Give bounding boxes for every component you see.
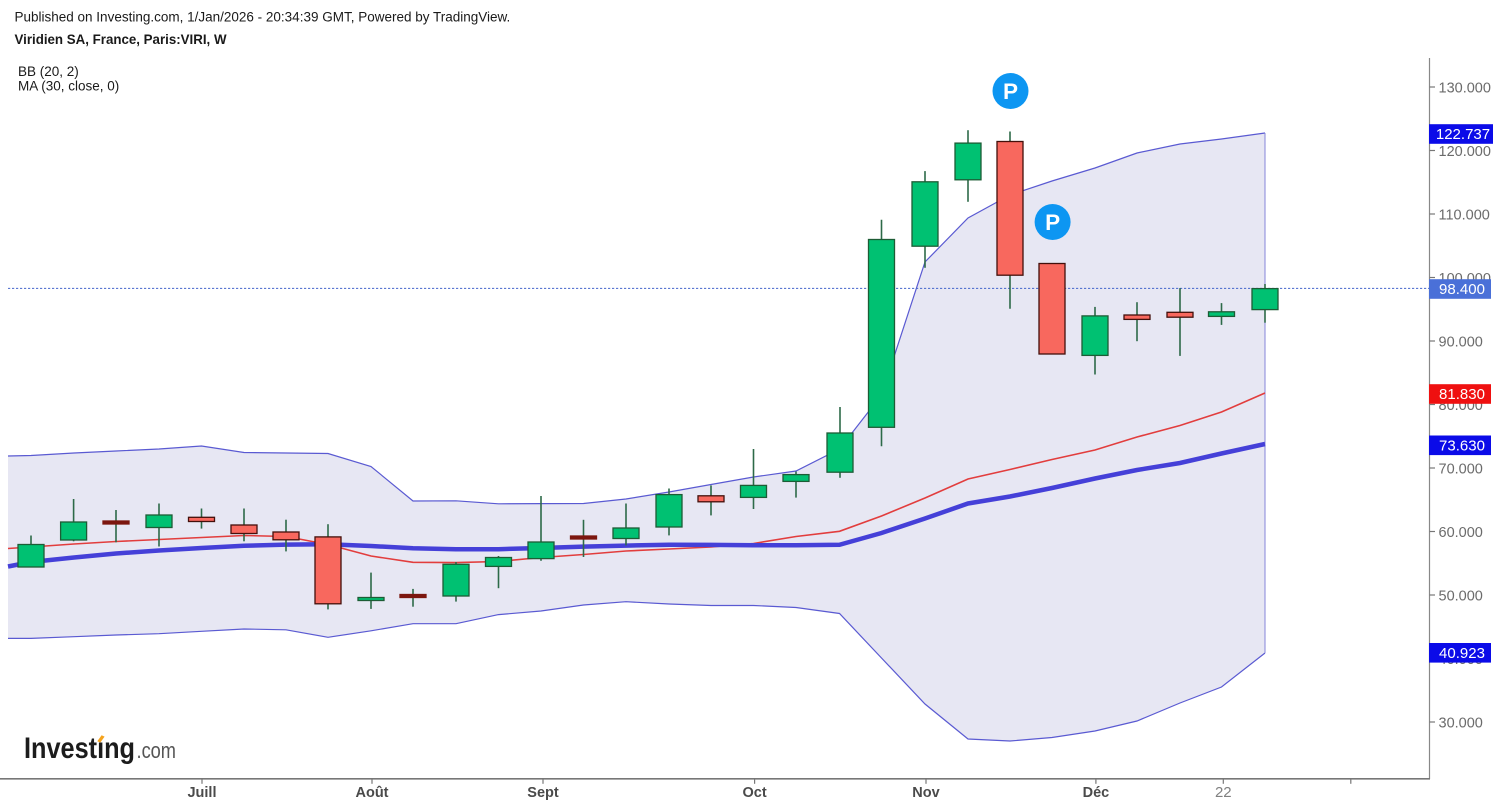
svg-text:BB (20, 2): BB (20, 2) xyxy=(18,64,79,79)
svg-text:Août: Août xyxy=(355,785,388,801)
svg-text:40.923: 40.923 xyxy=(1439,645,1485,662)
svg-text:Viridien SA, France, Paris:VIR: Viridien SA, France, Paris:VIRI, W xyxy=(15,31,228,47)
svg-text:Investıng: Investıng xyxy=(24,732,135,765)
svg-text:81.830: 81.830 xyxy=(1439,386,1485,403)
svg-text:98.400: 98.400 xyxy=(1439,281,1485,298)
svg-text:60.000: 60.000 xyxy=(1439,525,1483,541)
svg-text:Oct: Oct xyxy=(743,785,767,801)
svg-text:Nov: Nov xyxy=(912,785,939,801)
svg-text:120.000: 120.000 xyxy=(1439,144,1491,160)
svg-text:73.630: 73.630 xyxy=(1439,438,1485,455)
svg-text:Juill: Juill xyxy=(187,785,216,801)
svg-text:130.000: 130.000 xyxy=(1439,80,1491,96)
svg-text:122.737: 122.737 xyxy=(1436,126,1490,143)
svg-text:90.000: 90.000 xyxy=(1439,334,1483,350)
svg-text:110.000: 110.000 xyxy=(1439,207,1490,223)
svg-text:MA (30, close, 0): MA (30, close, 0) xyxy=(18,79,119,94)
svg-text:22: 22 xyxy=(1215,784,1232,801)
svg-text:30.000: 30.000 xyxy=(1439,715,1483,731)
svg-text:Déc: Déc xyxy=(1083,785,1110,801)
svg-text:P: P xyxy=(1003,79,1018,104)
svg-text:70.000: 70.000 xyxy=(1439,461,1483,477)
svg-text:.com: .com xyxy=(137,738,177,763)
svg-text:50.000: 50.000 xyxy=(1439,588,1483,604)
svg-text:Sept: Sept xyxy=(527,785,559,801)
svg-text:P: P xyxy=(1045,210,1060,235)
svg-text:Published on Investing.com, 1/: Published on Investing.com, 1/Jan/2026 -… xyxy=(15,10,511,25)
